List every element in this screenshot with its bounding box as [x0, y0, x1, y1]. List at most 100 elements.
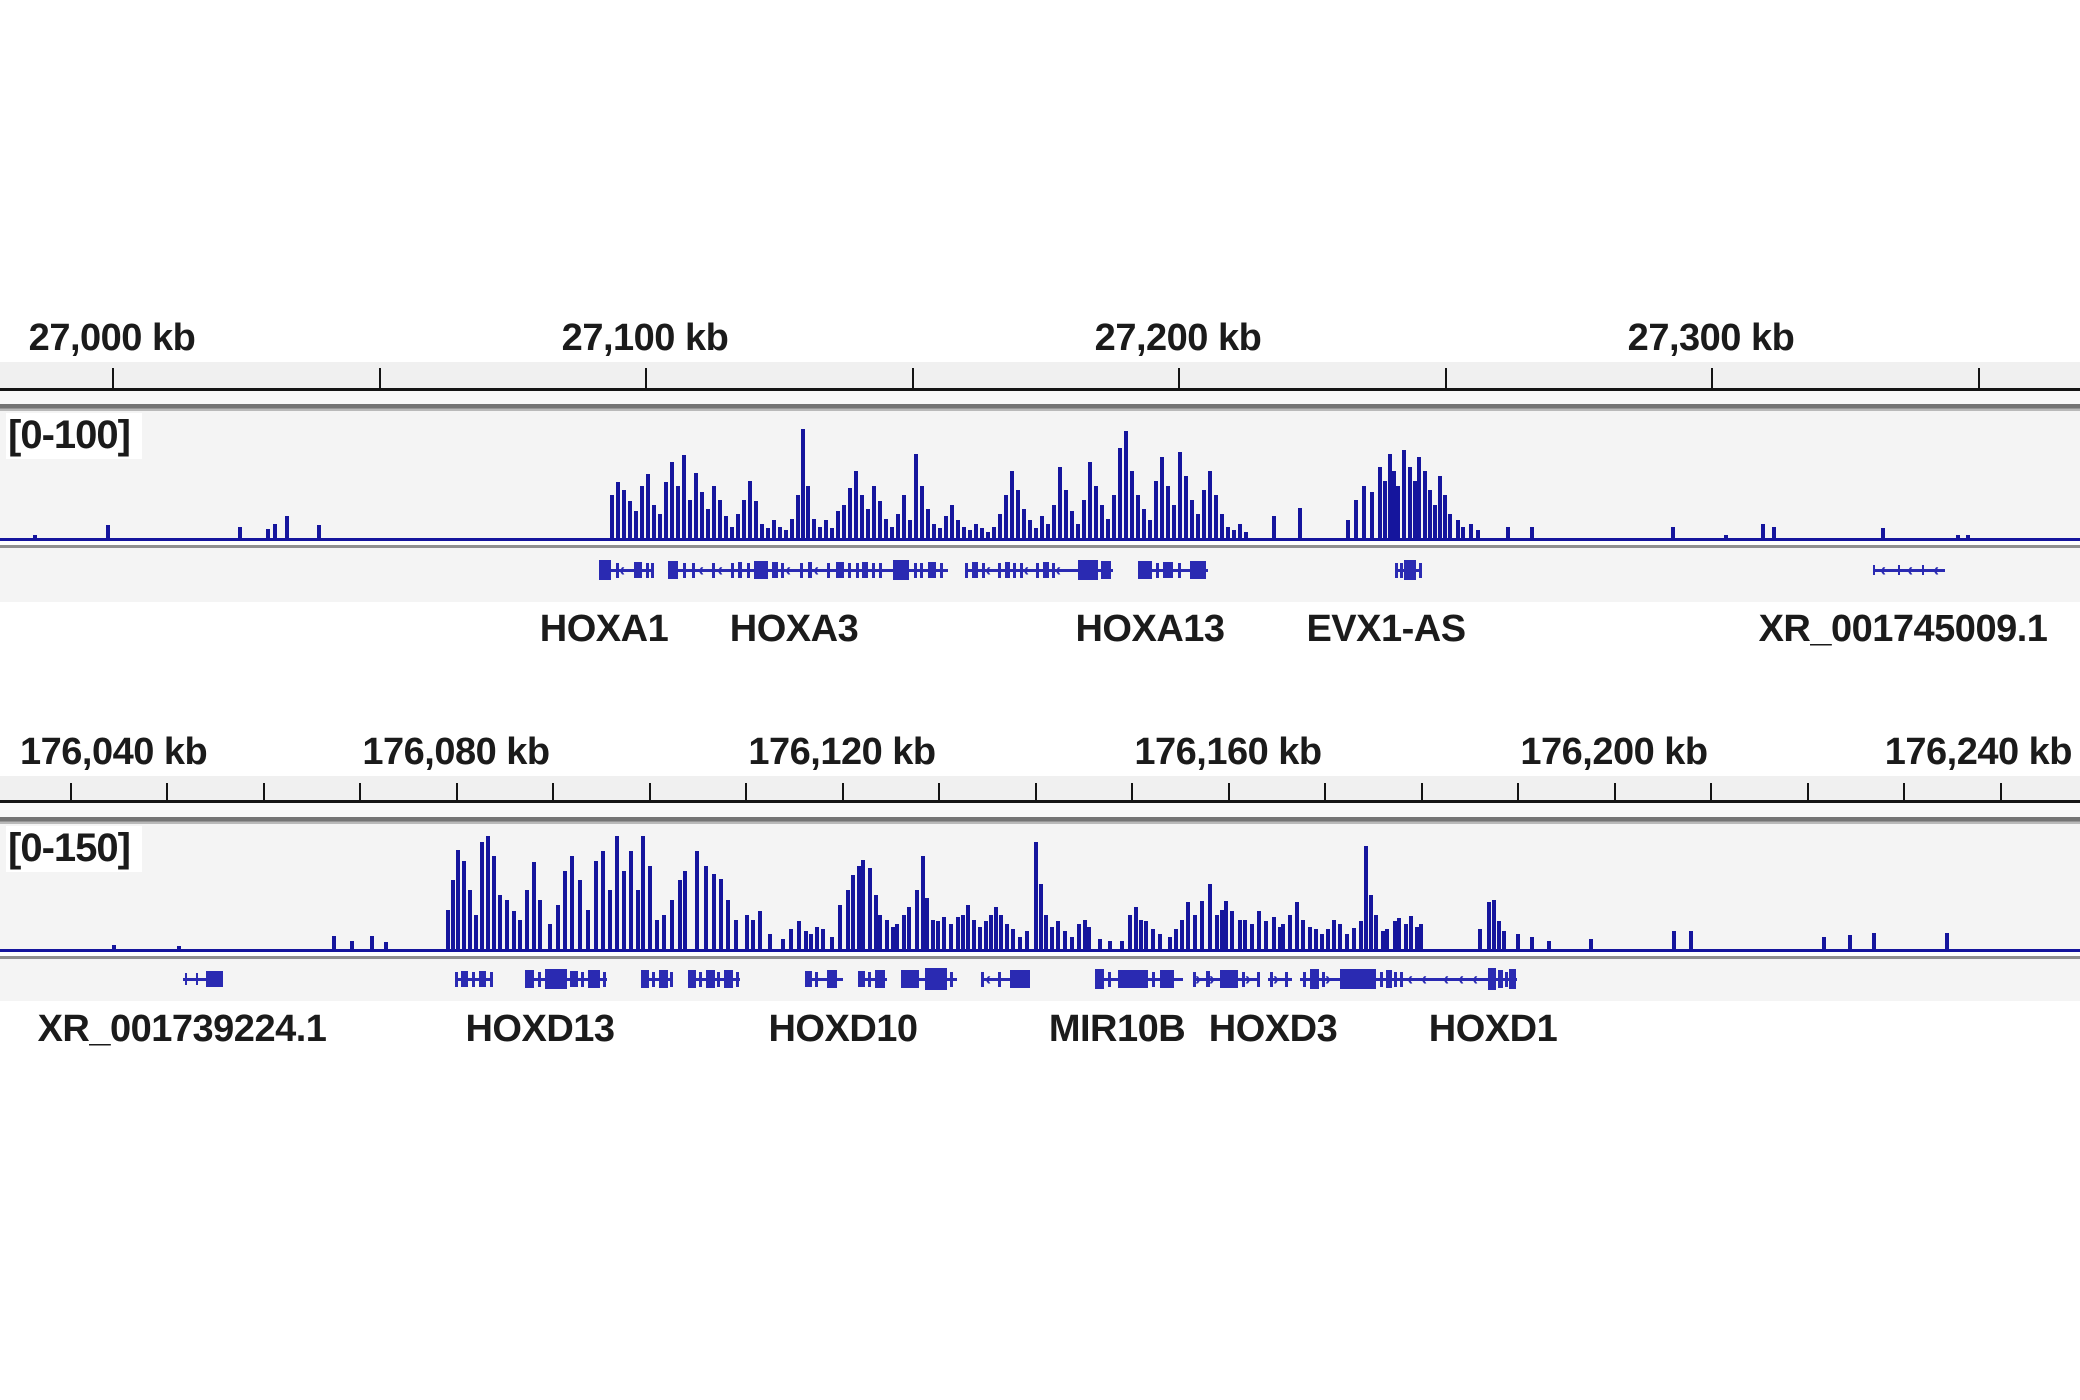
coverage-bar	[1396, 486, 1400, 538]
coverage-bar	[1220, 910, 1224, 949]
genomic-ruler	[0, 362, 2080, 388]
coverage-bar	[972, 920, 976, 949]
coverage-bar	[718, 500, 722, 538]
exon-tick	[781, 563, 784, 578]
coverage-bar	[998, 514, 1002, 538]
coverage-bar	[748, 481, 752, 538]
coverage-bar	[1052, 505, 1056, 538]
coverage-bar	[925, 898, 929, 949]
exon-tick	[1400, 563, 1403, 578]
coverage-bar	[1423, 471, 1427, 538]
coverage-bar	[781, 939, 785, 949]
ruler-tick	[1035, 783, 1037, 800]
coverage-bar	[1238, 920, 1242, 949]
coverage-bar	[768, 934, 772, 949]
ruler-tick	[1614, 783, 1616, 800]
coverage-bar	[1174, 929, 1178, 949]
coverage-bar	[712, 486, 716, 538]
exon-box	[706, 970, 715, 988]
coverage-bar	[1139, 920, 1143, 949]
coverage-bar	[891, 927, 895, 949]
exon-box	[858, 971, 865, 987]
exon-tick	[692, 563, 695, 578]
exon-tick	[1419, 563, 1422, 578]
coverage-bar	[1448, 514, 1452, 538]
gene-model	[1873, 569, 1945, 572]
coverage-bar	[956, 917, 960, 949]
track-divider	[0, 956, 2080, 959]
coverage-bar	[772, 520, 776, 538]
coverage-bar	[655, 920, 659, 949]
coverage-bar	[1359, 921, 1363, 949]
coverage-bar	[1010, 471, 1014, 538]
coverage-bar	[920, 486, 924, 538]
coverage-bar	[734, 920, 738, 949]
exon-tick	[950, 972, 953, 987]
coverage-bar	[462, 861, 466, 949]
coverage-bar	[486, 836, 490, 949]
coverage-bar	[1388, 454, 1392, 538]
coverage-bar	[974, 524, 978, 538]
ruler-baseline	[0, 800, 2080, 803]
coverage-bar	[938, 528, 942, 538]
gene-model	[981, 978, 1030, 981]
coverage-bar	[1215, 915, 1219, 949]
coverage-bar	[1392, 471, 1396, 538]
coverage-bar	[1070, 937, 1074, 949]
strand-arrow-left-icon: ‹	[1907, 560, 1913, 580]
coverage-bar	[480, 842, 484, 949]
signal-baseline	[0, 538, 2080, 541]
exon-tick	[1257, 972, 1260, 987]
coverage-bar	[730, 527, 734, 538]
coverage-bar	[384, 942, 388, 949]
coverage-bar	[622, 490, 626, 538]
coverage-bar	[704, 866, 708, 949]
coverage-bar	[804, 931, 808, 949]
coverage-bar	[610, 495, 614, 538]
coverage-bar	[1039, 884, 1043, 949]
gene-model	[858, 978, 887, 981]
strand-arrow-left-icon: ‹	[1055, 560, 1061, 580]
coverage-bar	[578, 880, 582, 949]
coverage-bar	[1151, 929, 1155, 949]
coverage-bar	[978, 927, 982, 949]
coverage-bar	[1193, 915, 1197, 949]
coverage-bar	[1058, 467, 1062, 538]
coverage-bar	[682, 455, 686, 538]
coverage-bar	[1326, 929, 1330, 949]
exon-box	[1101, 561, 1111, 579]
exon-tick	[1156, 563, 1159, 578]
exon-box	[479, 971, 486, 987]
coverage-bar	[1506, 527, 1510, 538]
signal-baseline	[0, 949, 2080, 952]
coverage-bar	[451, 880, 455, 949]
coverage-bar	[601, 851, 605, 949]
coverage-bar	[1352, 928, 1356, 949]
strand-arrow-left-icon: ‹	[1443, 969, 1449, 989]
coverage-bar	[570, 856, 574, 949]
exon-tick	[1285, 972, 1288, 987]
exon-tick	[1036, 563, 1039, 578]
gene-model	[1402, 978, 1487, 981]
coverage-bar	[1338, 924, 1342, 949]
exon-tick	[998, 563, 1001, 578]
coverage-bar	[1469, 524, 1473, 538]
exon-tick	[472, 972, 475, 987]
exon-tick	[1178, 563, 1181, 578]
coverage-bar	[921, 856, 925, 949]
gene-model	[1268, 978, 1292, 981]
coverage-bar	[1076, 524, 1080, 538]
coverage-bar	[1672, 931, 1676, 949]
coverage-bar	[332, 936, 336, 949]
gene-model	[805, 978, 843, 981]
exon-tick	[731, 563, 734, 578]
exon-box	[738, 562, 742, 578]
exon-tick	[1108, 972, 1111, 987]
coverage-bar	[915, 890, 919, 949]
exon-tick	[1020, 563, 1023, 578]
exon-tick	[712, 563, 715, 578]
coverage-bar	[532, 862, 536, 949]
coverage-bar	[956, 520, 960, 538]
coverage-bar	[474, 915, 478, 949]
